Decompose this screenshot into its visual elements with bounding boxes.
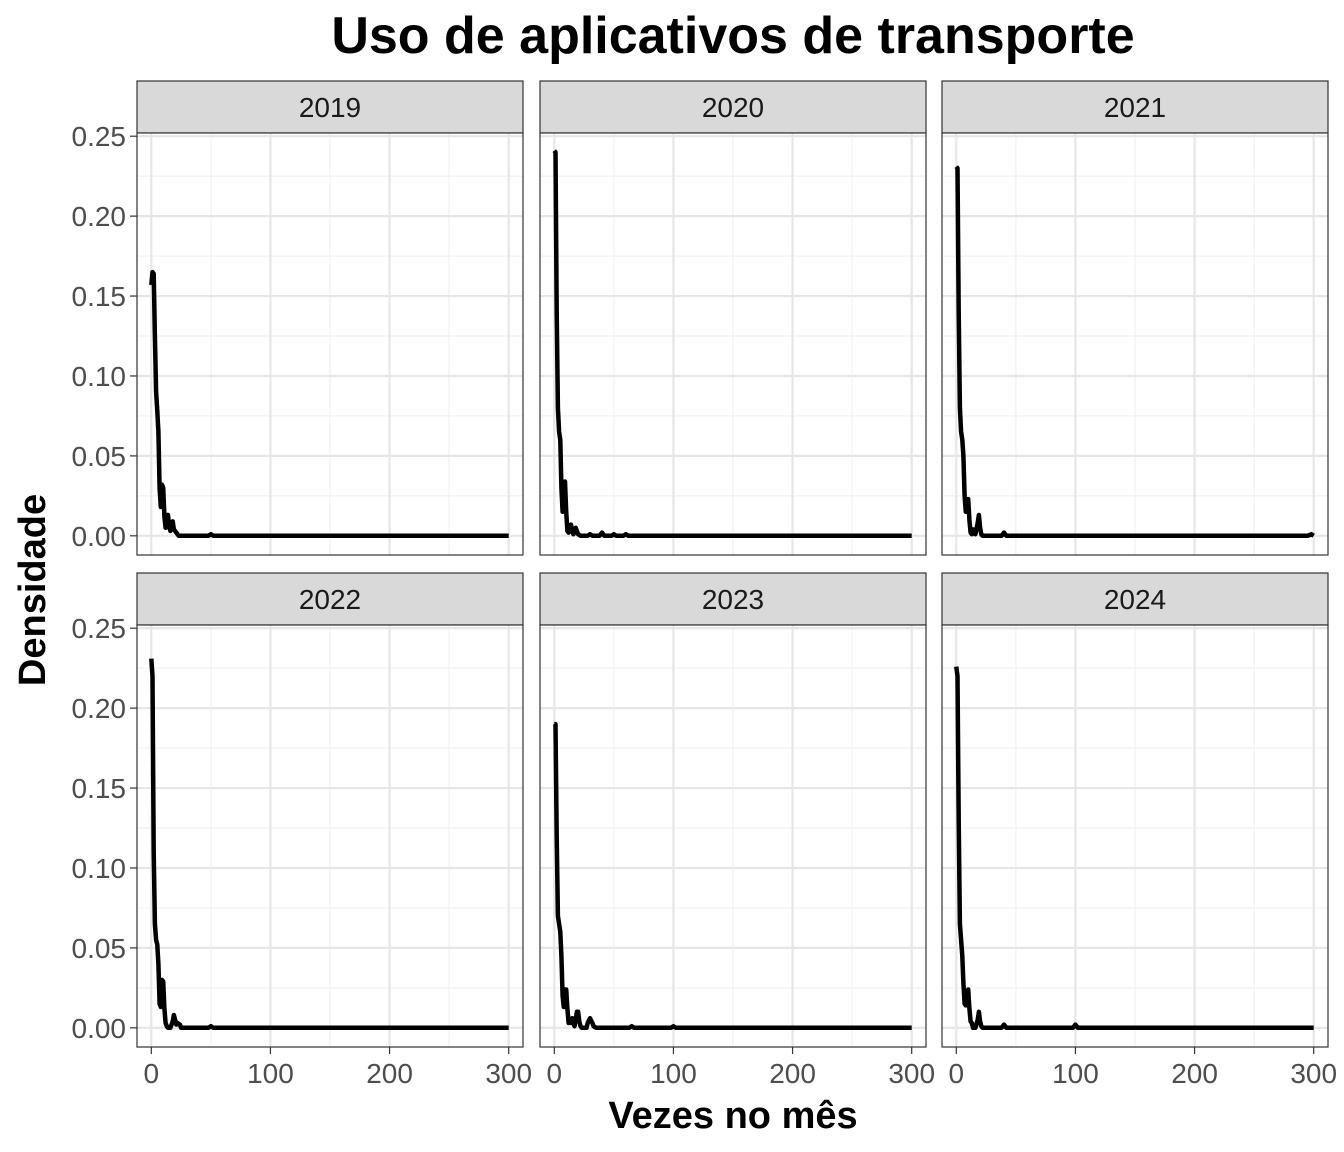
- x-axis-col-3: 0 100 200 300: [949, 1047, 1337, 1089]
- facet-strip-label: 2019: [299, 92, 361, 123]
- facet-strip: [136, 80, 524, 134]
- x-axes: 0 100 200 300 0 100 200 300 0 100 200 300: [144, 1047, 1337, 1089]
- x-tick-label: 100: [1052, 1058, 1099, 1089]
- density-line-2023: [553, 721, 912, 1031]
- x-axis-col-2: 0 100 200 300: [547, 1047, 935, 1089]
- y-tick-label: 0.20: [72, 693, 127, 724]
- x-tick-label: 100: [650, 1058, 697, 1089]
- y-tick-label: 0.05: [72, 441, 127, 472]
- y-tick-label: 0.00: [72, 521, 127, 552]
- y-axes: 0.00 0.05 0.10 0.15 0.20 0.25 0.00 0.05 0.10 0.15…: [72, 121, 137, 1044]
- facet-strip: [539, 80, 927, 134]
- panel-border: [136, 132, 524, 556]
- x-tick-label: 200: [366, 1058, 413, 1089]
- panel-border: [941, 132, 1329, 556]
- density-line-2021: [954, 165, 1315, 539]
- facet-strip: [539, 572, 927, 626]
- facet-panels: 2019 2020 2021 2022 2023 2024: [136, 80, 1329, 1048]
- y-axis-row-2: 0.00 0.05 0.10 0.15 0.20 0.25: [72, 613, 137, 1044]
- facet-strip-label: 2023: [702, 584, 764, 615]
- facet-strip: [941, 80, 1329, 134]
- facet-strip-label: 2020: [702, 92, 764, 123]
- density-line-2024: [954, 666, 1314, 1031]
- x-tick-label: 100: [247, 1058, 294, 1089]
- panel-border: [539, 132, 927, 556]
- y-tick-label: 0.15: [72, 281, 127, 312]
- facet-strip-label: 2022: [299, 584, 361, 615]
- x-tick-label: 300: [485, 1058, 532, 1089]
- y-tick-label: 0.10: [72, 853, 127, 884]
- density-line-2020: [552, 149, 912, 539]
- y-tick-label: 0.20: [72, 201, 127, 232]
- y-tick-label: 0.00: [72, 1013, 127, 1044]
- x-tick-label: 300: [888, 1058, 935, 1089]
- facet-strip-label: 2021: [1104, 92, 1166, 123]
- facet-panel-2019: 2019: [136, 80, 524, 556]
- facet-strip: [136, 572, 524, 626]
- y-tick-label: 0.10: [72, 361, 127, 392]
- x-tick-label: 0: [547, 1058, 563, 1089]
- y-axis-row-1: 0.00 0.05 0.10 0.15 0.20 0.25: [72, 121, 137, 552]
- facet-strip: [941, 572, 1329, 626]
- facet-panel-2024: 2024: [941, 572, 1329, 1048]
- facet-panel-2021: 2021: [941, 80, 1329, 556]
- chart-title: Uso de aplicativos de transporte: [331, 7, 1134, 65]
- x-tick-label: 200: [769, 1058, 816, 1089]
- facet-panel-2023: 2023: [539, 572, 927, 1048]
- x-tick-label: 0: [949, 1058, 965, 1089]
- panel-border: [136, 624, 524, 1048]
- panel-border: [941, 624, 1329, 1048]
- facet-strip-label: 2024: [1104, 584, 1166, 615]
- panel-border: [539, 624, 927, 1048]
- density-line-2022: [149, 658, 509, 1031]
- y-tick-label: 0.25: [72, 613, 127, 644]
- x-tick-label: 200: [1171, 1058, 1218, 1089]
- x-tick-label: 0: [144, 1058, 160, 1089]
- y-tick-label: 0.15: [72, 773, 127, 804]
- facet-panel-2022: 2022: [136, 572, 524, 1048]
- density-line-2019: [149, 269, 509, 539]
- x-axis-col-1: 0 100 200 300: [144, 1047, 532, 1089]
- facet-panel-2020: 2020: [539, 80, 927, 556]
- y-axis-title: Densidade: [12, 494, 54, 686]
- x-tick-label: 300: [1290, 1058, 1337, 1089]
- y-tick-label: 0.05: [72, 933, 127, 964]
- y-tick-label: 0.25: [72, 121, 127, 152]
- x-axis-title: Vezes no mês: [608, 1095, 857, 1137]
